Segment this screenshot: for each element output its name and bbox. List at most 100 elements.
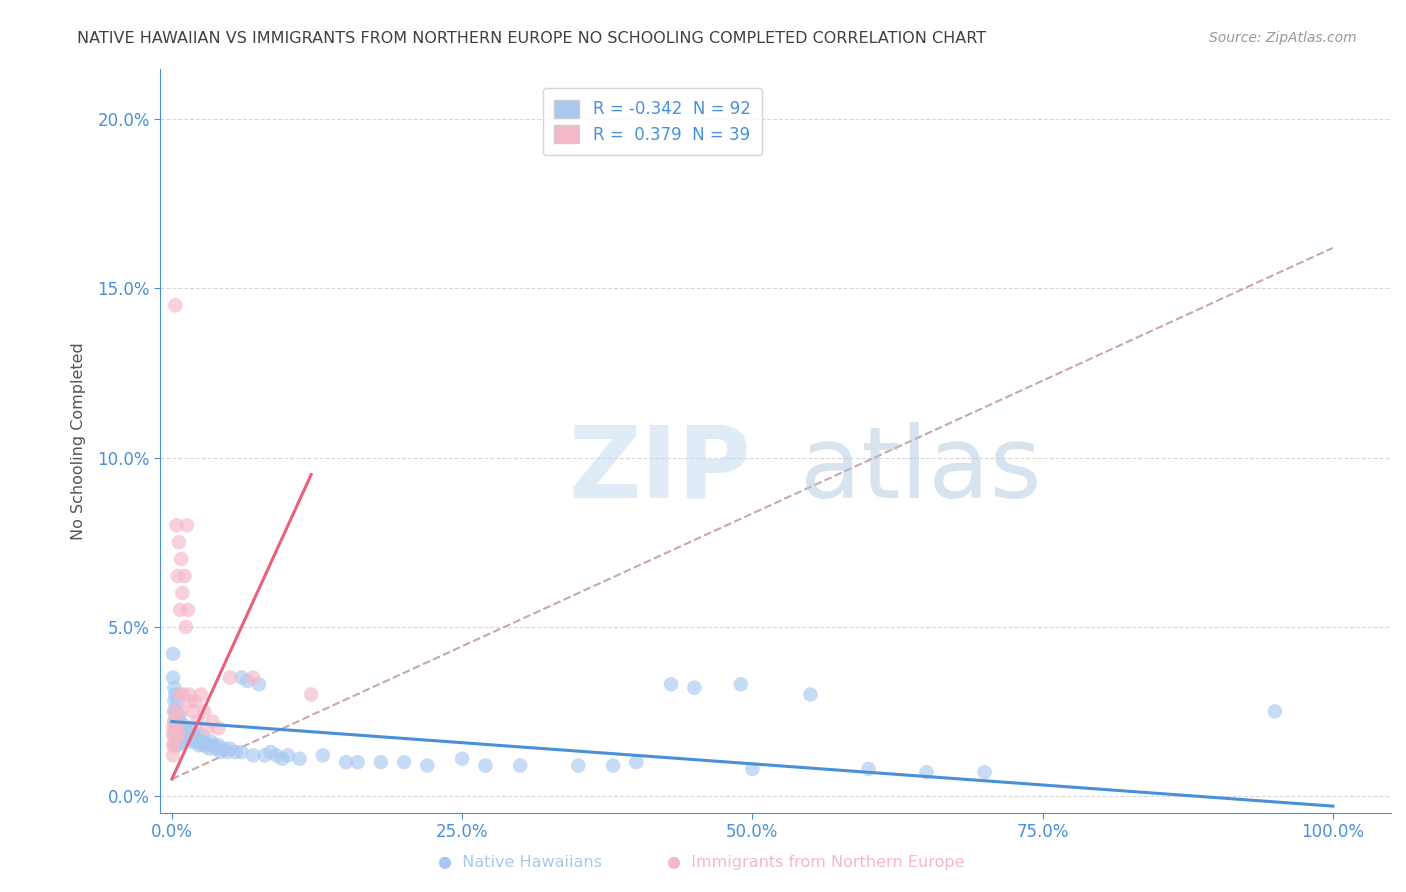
Point	[163, 714, 186, 729]
Point	[179, 694, 201, 708]
Point	[312, 748, 335, 763]
Point	[177, 603, 200, 617]
Point	[162, 671, 184, 685]
Point	[253, 748, 276, 763]
Point	[169, 603, 191, 617]
Point	[193, 705, 215, 719]
Point	[173, 731, 195, 746]
Text: atlas: atlas	[800, 422, 1042, 519]
Legend: R = -0.342  N = 92, R =  0.379  N = 39: R = -0.342 N = 92, R = 0.379 N = 39	[543, 88, 762, 155]
Point	[277, 748, 299, 763]
Point	[167, 535, 190, 549]
Point	[193, 735, 215, 749]
Point	[741, 762, 763, 776]
Point	[179, 731, 201, 746]
Point	[172, 586, 194, 600]
Text: ●  Native Hawaiians: ● Native Hawaiians	[439, 855, 602, 870]
Point	[181, 724, 204, 739]
Point	[217, 745, 239, 759]
Point	[165, 298, 187, 312]
Point	[602, 758, 624, 772]
Text: ●  Immigrants from Northern Europe: ● Immigrants from Northern Europe	[666, 855, 965, 870]
Point	[186, 735, 208, 749]
Text: ZIP: ZIP	[568, 422, 751, 519]
Point	[179, 721, 201, 735]
Point	[162, 728, 184, 742]
Point	[231, 745, 253, 759]
Point	[288, 752, 311, 766]
Point	[166, 694, 188, 708]
Point	[567, 758, 589, 772]
Point	[169, 724, 191, 739]
Point	[162, 647, 184, 661]
Point	[173, 569, 195, 583]
Y-axis label: No Schooling Completed: No Schooling Completed	[72, 342, 86, 540]
Point	[186, 714, 208, 729]
Point	[201, 714, 224, 729]
Point	[170, 552, 193, 566]
Point	[163, 694, 186, 708]
Point	[166, 738, 188, 752]
Point	[730, 677, 752, 691]
Point	[474, 758, 496, 772]
Point	[163, 728, 186, 742]
Point	[162, 748, 184, 763]
Point	[170, 721, 193, 735]
Point	[209, 745, 232, 759]
Point	[166, 728, 188, 742]
Point	[173, 688, 195, 702]
Point	[181, 705, 204, 719]
Point	[200, 735, 222, 749]
Point	[236, 673, 259, 688]
Point	[207, 738, 229, 752]
Point	[225, 745, 247, 759]
Point	[163, 705, 186, 719]
Point	[166, 705, 188, 719]
Point	[195, 738, 218, 752]
Point	[346, 755, 368, 769]
Point	[266, 748, 288, 763]
Point	[392, 755, 415, 769]
Point	[973, 765, 995, 780]
Point	[176, 518, 198, 533]
Point	[167, 728, 190, 742]
Point	[173, 721, 195, 735]
Point	[915, 765, 938, 780]
Point	[195, 721, 218, 735]
Point	[187, 738, 209, 752]
Point	[416, 758, 439, 772]
Point	[219, 671, 242, 685]
Point	[219, 741, 242, 756]
Point	[370, 755, 392, 769]
Point	[162, 738, 184, 752]
Point	[184, 728, 207, 742]
Point	[509, 758, 531, 772]
Point	[212, 741, 235, 756]
Point	[163, 705, 186, 719]
Point	[166, 735, 188, 749]
Point	[165, 714, 187, 729]
Point	[190, 735, 212, 749]
Point	[231, 671, 253, 685]
Point	[190, 688, 212, 702]
Point	[335, 755, 357, 769]
Point	[163, 681, 186, 695]
Point	[202, 738, 225, 752]
Point	[177, 731, 200, 746]
Point	[163, 738, 186, 752]
Point	[169, 735, 191, 749]
Point	[174, 620, 197, 634]
Point	[172, 724, 194, 739]
Point	[179, 728, 201, 742]
Point	[166, 728, 188, 742]
Text: NATIVE HAWAIIAN VS IMMIGRANTS FROM NORTHERN EUROPE NO SCHOOLING COMPLETED CORREL: NATIVE HAWAIIAN VS IMMIGRANTS FROM NORTH…	[77, 31, 987, 46]
Point	[242, 671, 264, 685]
Point	[299, 688, 322, 702]
Point	[170, 728, 193, 742]
Text: Source: ZipAtlas.com: Source: ZipAtlas.com	[1209, 31, 1357, 45]
Point	[183, 731, 205, 746]
Point	[198, 741, 221, 756]
Point	[173, 728, 195, 742]
Point	[165, 728, 187, 742]
Point	[184, 694, 207, 708]
